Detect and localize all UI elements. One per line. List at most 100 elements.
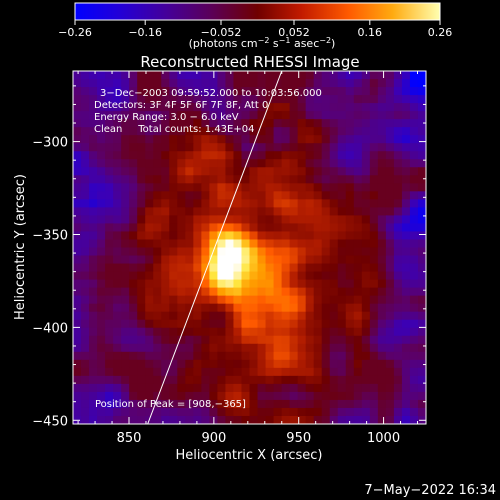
heatmap-cell — [233, 399, 243, 409]
heatmap-cell — [417, 407, 426, 417]
heatmap-cell — [313, 223, 323, 233]
heatmap-cell — [289, 135, 299, 144]
heatmap-cell — [393, 351, 403, 361]
heatmap-cell — [417, 239, 426, 249]
heatmap-cell — [273, 175, 283, 184]
heatmap-cell — [217, 175, 227, 184]
heatmap-cell — [353, 319, 363, 329]
heatmap-cell — [145, 71, 154, 80]
heatmap-cell — [121, 71, 130, 80]
heatmap-cell — [313, 127, 323, 136]
heatmap-cell — [393, 367, 403, 377]
heatmap-cell — [337, 119, 347, 128]
heatmap-cell — [369, 239, 379, 249]
heatmap-cell — [217, 391, 227, 401]
heatmap-cell — [409, 391, 419, 401]
heatmap-cell — [305, 399, 315, 409]
heatmap-cell — [321, 407, 331, 417]
heatmap-cell — [177, 151, 186, 160]
heatmap-cell — [169, 247, 178, 257]
heatmap-cell — [201, 79, 210, 88]
heatmap-cell — [177, 287, 186, 297]
heatmap-cell — [185, 303, 194, 313]
heatmap-cell — [121, 215, 130, 225]
heatmap-cell — [233, 191, 243, 200]
heatmap-cell — [417, 335, 426, 345]
heatmap-cell — [313, 343, 323, 353]
heatmap-cell — [265, 335, 275, 345]
heatmap-cell — [369, 263, 379, 273]
heatmap-cell — [305, 119, 315, 128]
heatmap-cell — [369, 279, 379, 289]
heatmap-cell — [409, 231, 419, 241]
heatmap-cell — [145, 175, 154, 184]
heatmap-cell — [73, 199, 82, 208]
heatmap-cell — [217, 279, 227, 289]
heatmap-cell — [193, 199, 202, 208]
heatmap-cell — [161, 159, 170, 168]
heatmap-cell — [201, 103, 210, 112]
heatmap-cell — [121, 191, 130, 200]
heatmap-cell — [225, 79, 235, 88]
heatmap-cell — [345, 135, 355, 144]
heatmap-cell — [241, 311, 251, 321]
heatmap-cell — [409, 111, 419, 120]
heatmap-cell — [201, 135, 210, 144]
heatmap-cell — [217, 183, 227, 192]
heatmap-cell — [369, 383, 379, 393]
heatmap-cell — [89, 143, 98, 152]
annotations: 3−Dec−2003 09:59:52.000 to 10:03:56.000 … — [94, 88, 322, 410]
heatmap-cell — [225, 87, 235, 96]
heatmap-cell — [265, 359, 275, 369]
heatmap-cell — [297, 239, 307, 249]
heatmap-cell — [249, 327, 259, 337]
heatmap-cell — [225, 359, 235, 369]
heatmap-cell — [81, 215, 90, 225]
heatmap-cell — [401, 407, 411, 417]
heatmap-cell — [145, 87, 154, 96]
heatmap-cell — [249, 199, 259, 208]
heatmap-cell — [401, 207, 411, 217]
heatmap-cell — [265, 303, 275, 313]
heatmap-cell — [313, 375, 323, 385]
heatmap-cell — [193, 135, 202, 144]
heatmap-cell — [145, 103, 154, 112]
heatmap-cell — [113, 295, 122, 305]
heatmap-cell — [417, 319, 426, 329]
heatmap-cell — [329, 151, 339, 160]
y-tick-label: −300 — [32, 136, 68, 151]
heatmap-cell — [209, 95, 219, 104]
heatmap-cell — [177, 375, 186, 385]
heatmap-cell — [385, 335, 395, 345]
heatmap-cell — [233, 303, 243, 313]
heatmap-cell — [281, 175, 291, 184]
heatmap-cell — [265, 295, 275, 305]
heatmap-cell — [217, 303, 227, 313]
heatmap-cell — [249, 295, 259, 305]
heatmap-cell — [369, 311, 379, 321]
heatmap-cell — [305, 135, 315, 144]
heatmap-cell — [113, 391, 122, 401]
heatmap-cell — [329, 279, 339, 289]
heatmap-cell — [265, 119, 275, 128]
heatmap-cell — [129, 119, 138, 128]
heatmap-cell — [145, 383, 154, 393]
heatmap-cell — [129, 407, 138, 417]
heatmap-cell — [209, 247, 219, 257]
heatmap-cell — [161, 79, 170, 88]
heatmap-cell — [217, 191, 227, 200]
heatmap-cell — [137, 407, 146, 417]
heatmap-cell — [377, 111, 387, 120]
heatmap-cell — [185, 327, 194, 337]
heatmap-cell — [193, 303, 202, 313]
heatmap-cell — [377, 119, 387, 128]
heatmap-cell — [97, 311, 106, 321]
heatmap-cell — [393, 247, 403, 257]
heatmap-cell — [201, 359, 210, 369]
heatmap-cell — [105, 199, 114, 208]
heatmap-cell — [97, 143, 106, 152]
heatmap-cell — [169, 167, 178, 176]
heatmap-cell — [281, 415, 291, 424]
heatmap-cell — [89, 303, 98, 313]
heatmap-cell — [273, 375, 283, 385]
